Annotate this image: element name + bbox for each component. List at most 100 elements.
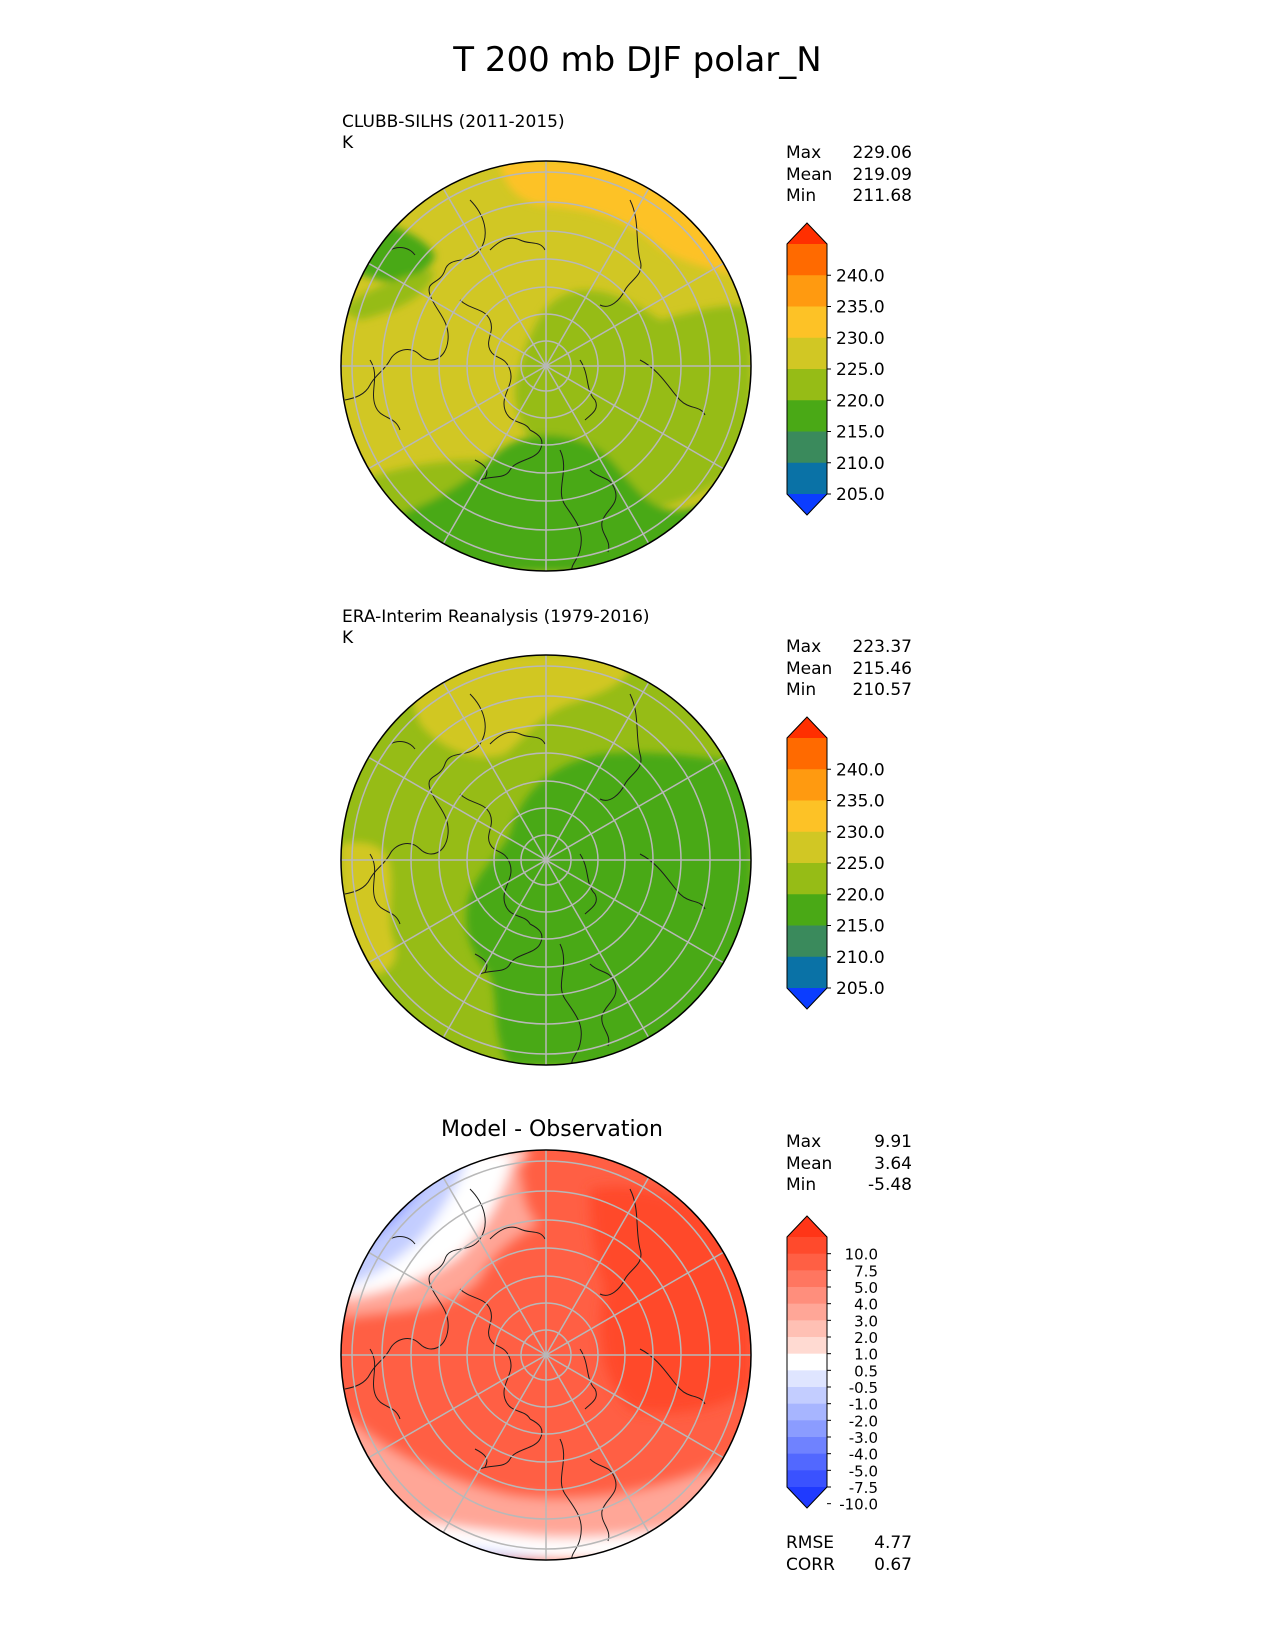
colorbar-tick-label: 225.0: [836, 854, 885, 874]
colorbar-tick-label: 240.0: [836, 266, 885, 286]
colorbar-tick-label: -2.0: [849, 1412, 878, 1430]
colorbar-swatch: [787, 1470, 827, 1488]
colorbar-swatch: [787, 1237, 827, 1255]
coastlines: [344, 693, 706, 1065]
colorbar-tick-label: -7.5: [849, 1479, 878, 1497]
map-boundary: [340, 160, 752, 572]
colorbar-tick-label: 200.0: [836, 1010, 885, 1011]
colorbar-extend-bottom: [787, 1487, 827, 1508]
metric-label: RMSE: [786, 1533, 835, 1553]
map-boundary: [340, 1149, 752, 1561]
colorbar-tick-label: 235.0: [836, 792, 885, 812]
colorbar-tick-label: 1.0: [854, 1346, 878, 1364]
colorbar-swatch: [787, 1453, 827, 1471]
colorbar-swatch: [787, 738, 827, 770]
stat-label: Mean: [786, 164, 833, 185]
colorbar-tick-label: 205.0: [836, 979, 885, 999]
colorbar-swatch: [787, 462, 827, 495]
panel2-title: ERA-Interim Reanalysis (1979-2016): [342, 607, 650, 627]
metric-value: 0.67: [874, 1554, 912, 1575]
colorbar-tick-label: 2.0: [854, 1329, 878, 1347]
panel2-stats: Max 223.37 Mean 215.46 Min 210.57: [786, 637, 912, 702]
panel3-metrics: RMSE 4.77 CORR 0.67: [786, 1533, 912, 1576]
panel2-map: [340, 654, 752, 1066]
colorbar-tick-label: 7.5: [854, 1262, 878, 1280]
colorbar-swatch: [787, 1303, 827, 1321]
colorbar-tick-label: 0.5: [854, 1362, 878, 1380]
colorbar-swatch: [787, 1370, 827, 1388]
stat-value: 3.64: [874, 1153, 912, 1174]
metric-value: 4.77: [874, 1533, 912, 1553]
stat-label: Max: [786, 637, 822, 657]
field-region-5-75: [590, 1186, 751, 1413]
colorbar-swatch: [787, 1437, 827, 1455]
colorbar-tick-label: 220.0: [836, 391, 885, 411]
colorbar-swatch: [787, 244, 827, 276]
panel2-colorbar: 240.0 235.0 230.0 225.0 220.0 215.0 210.0 205.0…: [786, 716, 885, 1011]
panel1-map: [340, 160, 752, 572]
stat-label: Mean: [786, 1153, 833, 1174]
graticule: [341, 161, 751, 571]
page-title: T 200 mb DJF polar_N: [453, 40, 822, 80]
colorbar-tick-label: 235.0: [836, 298, 885, 318]
stat-label: Min: [786, 680, 817, 700]
field-region-210-215: [466, 752, 751, 1065]
colorbar-swatch: [787, 1420, 827, 1438]
stat-value: 223.37: [852, 637, 912, 657]
colorbar-tick-label: 215.0: [836, 917, 885, 937]
colorbar-tick-label: -1.0: [849, 1396, 878, 1414]
colorbar-tick-label: 210.0: [836, 454, 885, 474]
colorbar-swatch: [787, 1287, 827, 1305]
colorbar-swatch: [787, 400, 827, 432]
colorbar-extend-bottom: [787, 494, 827, 515]
stat-value: -5.48: [868, 1175, 912, 1195]
stat-value: 219.09: [852, 164, 912, 185]
panel1-stats: Max 229.06 Mean 219.09 Min 211.68: [786, 143, 912, 208]
colorbar-tick-label: 210.0: [836, 948, 885, 968]
stat-value: 9.91: [874, 1132, 912, 1152]
panel1-units: K: [342, 133, 354, 153]
colorbar-extend-top: [787, 717, 827, 738]
colorbar-tick-label: -3.0: [849, 1429, 878, 1447]
colorbar-tick-label: -0.5: [849, 1379, 878, 1397]
panel3-colorbar: 10.07.55.04.03.02.01.00.5-0.5-1.0-2.0-3.…: [786, 1215, 878, 1510]
field-region-220-225: [341, 842, 397, 974]
colorbar-swatch: [787, 306, 827, 339]
field-region-220-225: [408, 655, 640, 758]
graticule: [341, 1150, 751, 1560]
stat-label: Mean: [786, 658, 833, 679]
stat-value: 229.06: [852, 143, 912, 163]
field-region-215-220: [341, 270, 435, 320]
stat-value: 215.46: [852, 658, 912, 679]
colorbar-tick-label: 200.0: [836, 516, 885, 517]
colorbar-swatch: [787, 863, 827, 895]
colorbar-tick-label: 230.0: [836, 329, 885, 349]
coastlines: [344, 199, 706, 571]
stat-value: 211.68: [852, 186, 912, 206]
colorbar-swatch: [787, 769, 827, 801]
colorbar-swatch: [787, 831, 827, 864]
colorbar-swatch: [787, 275, 827, 307]
colorbar-tick-label: -4.0: [849, 1446, 878, 1464]
colorbar-swatch: [787, 1387, 827, 1405]
colorbar-swatch: [787, 925, 827, 958]
colorbar-swatch: [787, 369, 827, 401]
map-boundary: [340, 654, 752, 1066]
colorbar-tick-label: 240.0: [836, 760, 885, 780]
colorbar-tick-label: 4.0: [854, 1296, 878, 1314]
colorbar-swatch: [787, 1320, 827, 1338]
colorbar-swatch: [787, 1337, 827, 1355]
colorbar-swatch: [787, 431, 827, 464]
colorbar-tick-label: 215.0: [836, 423, 885, 443]
colorbar-swatch: [787, 800, 827, 833]
stat-label: Min: [786, 186, 817, 206]
colorbar-swatch: [787, 1253, 827, 1271]
field-region-2-3: [341, 1409, 751, 1560]
stat-value: 210.57: [852, 680, 912, 700]
colorbar-swatch: [787, 894, 827, 926]
colorbar-swatch: [787, 1270, 827, 1288]
stat-label: Max: [786, 143, 822, 163]
colorbar-extend-bottom: [787, 988, 827, 1009]
metric-label: CORR: [786, 1554, 835, 1575]
panel1-colorbar: 240.0 235.0 230.0 225.0 220.0 215.0 210.0 205.0…: [786, 222, 885, 517]
